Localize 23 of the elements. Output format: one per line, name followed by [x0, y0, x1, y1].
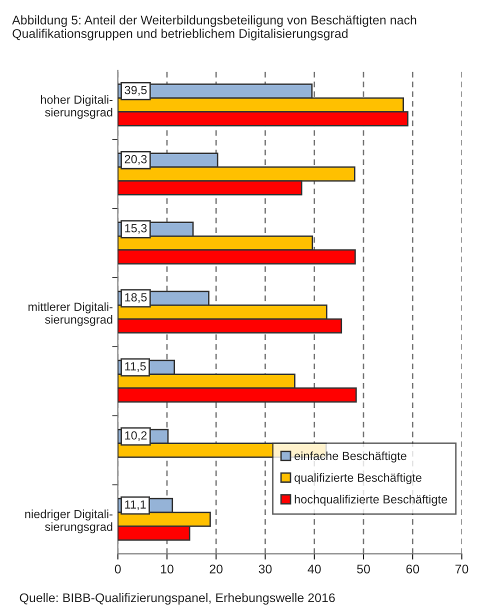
x-tick-label: 70 — [455, 564, 468, 574]
x-tick-label: 20 — [210, 564, 223, 574]
x-tick-label: 10 — [160, 564, 174, 574]
data-label: 39,5 — [124, 86, 147, 96]
source-note: Quelle: BIBB-Qualifizierungspanel, Erhebungswelle 2016 — [20, 593, 335, 605]
data-label: 18,5 — [125, 293, 147, 303]
data-label: 11,1 — [125, 500, 146, 510]
data-label: 11,5 — [125, 362, 146, 372]
x-tick-label: 40 — [308, 564, 321, 574]
x-tick-label: 50 — [357, 564, 370, 574]
legend-label: hochqualifizierte Beschäftigte — [294, 494, 448, 506]
y-tick-label: niedriger Digitali- sierungsgrad — [25, 510, 112, 534]
legend-label: qualifizierte Beschäftigte — [294, 473, 422, 484]
y-tick-label: mittlerer Digitali- sierungsgrad — [28, 302, 112, 326]
data-label: 10,2 — [125, 431, 147, 442]
x-tick-label: 30 — [258, 564, 272, 574]
chart-title: Abbildung 5: Anteil der Weiterbildungsbeteiligung von Beschäftigten nach Qualifikationsgruppen und betrieblichem Digitalisierungsgrad — [12, 15, 416, 40]
data-label: 15,3 — [125, 224, 147, 234]
y-tick-label: hoher Digitali- sierungsgrad — [40, 95, 112, 119]
data-label: 20,3 — [124, 154, 147, 165]
x-tick-label: 60 — [406, 564, 420, 574]
x-tick-label: 0 — [114, 564, 121, 574]
legend-label: einfache Beschäftigte — [294, 451, 406, 462]
